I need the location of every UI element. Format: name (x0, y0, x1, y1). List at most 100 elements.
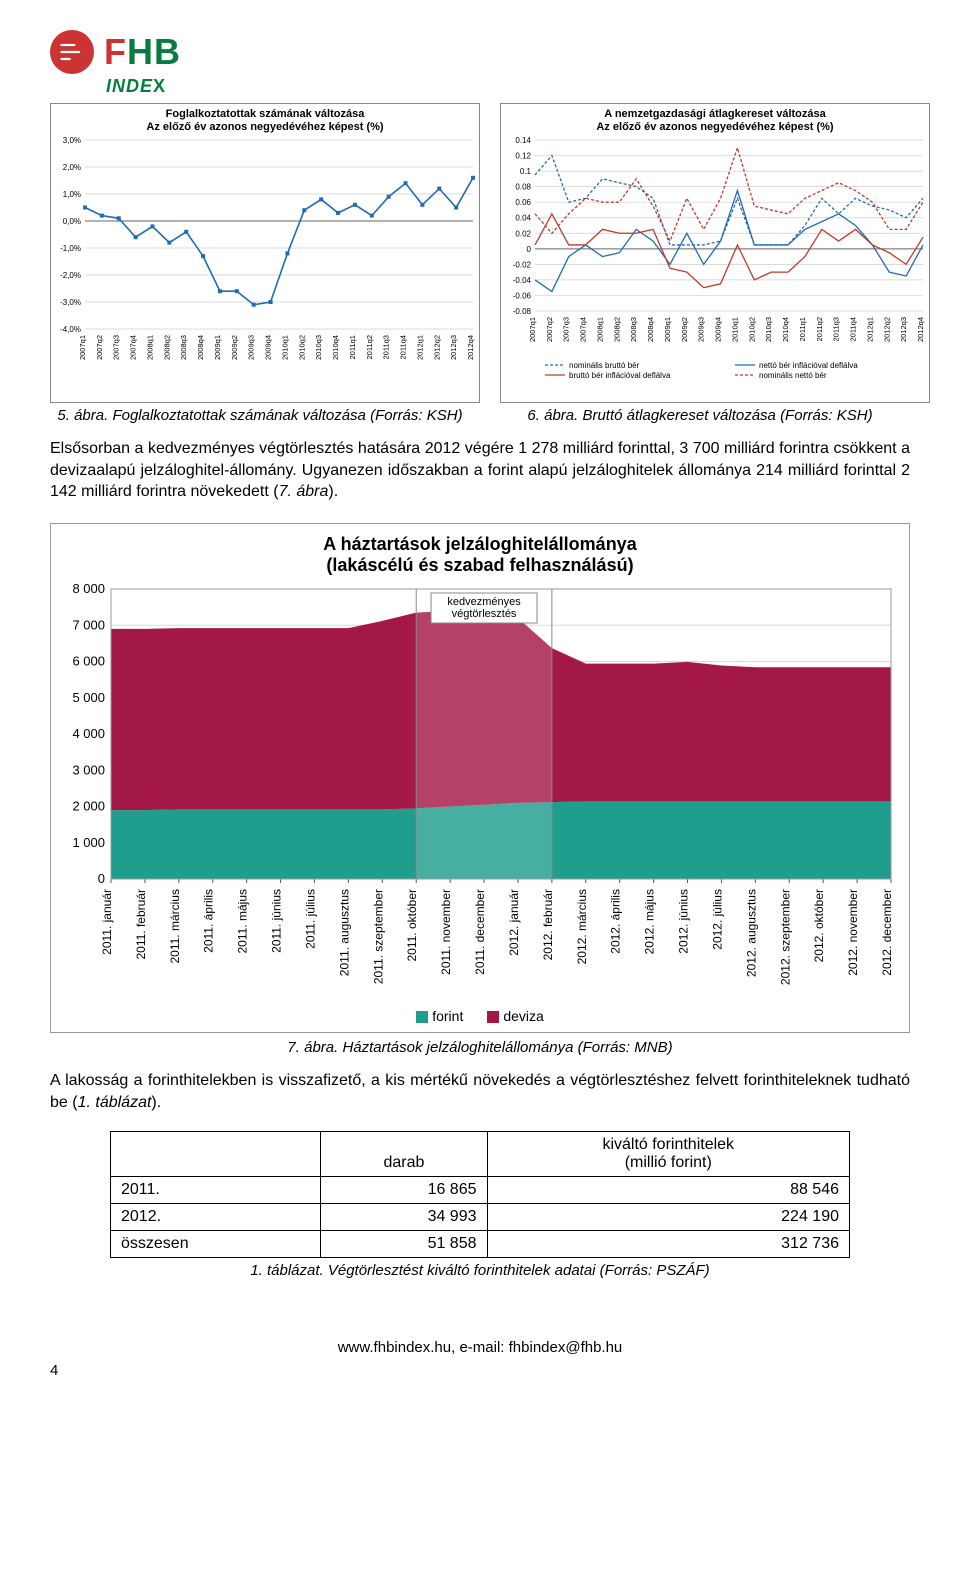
table-col-darab: darab (321, 1132, 487, 1177)
svg-text:2011. augusztus: 2011. augusztus (337, 889, 351, 976)
chart-wages: A nemzetgazdasági átlagkereset változása… (500, 103, 930, 403)
svg-text:2012. július: 2012. július (710, 889, 724, 950)
svg-text:1,0%: 1,0% (63, 190, 81, 199)
svg-text:-4,0%: -4,0% (60, 325, 81, 334)
svg-text:2011q4: 2011q4 (849, 317, 858, 341)
caption-chart-right: 6. ábra. Bruttó átlagkereset változása (… (490, 407, 910, 424)
logo-badge-icon (50, 30, 94, 74)
page-number: 4 (50, 1362, 910, 1379)
svg-text:2012q3: 2012q3 (449, 335, 458, 360)
logo-text: FHB (104, 31, 181, 73)
chart-employment: Foglalkoztatottak számának változása Az … (50, 103, 480, 403)
paragraph-2: A lakosság a forinthitelekben is visszaf… (50, 1070, 910, 1113)
svg-text:2008q4: 2008q4 (196, 335, 205, 360)
big-chart-title-l1: A háztartások jelzáloghitelállománya (323, 534, 636, 554)
chart-employment-title-l2: Az előző év azonos negyedévéhez képest (… (146, 121, 383, 133)
big-chart-title-l2: (lakáscélú és szabad felhasználású) (326, 555, 633, 575)
svg-text:kedvezményes: kedvezményes (447, 596, 521, 608)
svg-text:nominális nettó bér: nominális nettó bér (759, 371, 827, 380)
table-col-blank (111, 1132, 321, 1177)
svg-text:2011q4: 2011q4 (399, 335, 408, 359)
svg-text:2011q2: 2011q2 (365, 335, 374, 359)
svg-text:0.1: 0.1 (520, 167, 532, 176)
svg-text:2008q2: 2008q2 (612, 317, 621, 342)
svg-text:0.04: 0.04 (515, 214, 531, 223)
svg-text:2010q1: 2010q1 (280, 335, 289, 360)
svg-text:4 000: 4 000 (72, 726, 105, 741)
svg-text:2008q3: 2008q3 (179, 335, 188, 360)
svg-text:2012. november: 2012. november (846, 889, 860, 976)
svg-text:2009q1: 2009q1 (663, 317, 672, 342)
svg-text:2011. november: 2011. november (439, 889, 453, 975)
svg-text:2008q2: 2008q2 (162, 335, 171, 360)
svg-text:2010q2: 2010q2 (747, 317, 756, 342)
svg-text:2010q3: 2010q3 (314, 335, 323, 360)
svg-text:0.12: 0.12 (515, 152, 531, 161)
svg-text:0.14: 0.14 (515, 136, 531, 145)
svg-text:2007q4: 2007q4 (579, 317, 588, 342)
svg-text:2011. december: 2011. december (473, 889, 487, 975)
svg-text:2010q3: 2010q3 (764, 317, 773, 342)
svg-text:0: 0 (98, 871, 105, 886)
svg-text:-2,0%: -2,0% (60, 271, 81, 280)
svg-text:2,0%: 2,0% (63, 163, 81, 172)
svg-text:2007q1: 2007q1 (528, 317, 537, 342)
caption-chart-left: 5. ábra. Foglalkoztatottak számának vált… (50, 407, 470, 424)
svg-text:2010q1: 2010q1 (730, 317, 739, 342)
svg-text:0.08: 0.08 (515, 183, 531, 192)
svg-text:-0.02: -0.02 (513, 261, 532, 270)
svg-text:2011. március: 2011. március (168, 889, 182, 963)
svg-text:2012q3: 2012q3 (899, 317, 908, 342)
svg-text:2008q3: 2008q3 (629, 317, 638, 342)
table-row: 2012.34 993224 190 (111, 1204, 850, 1231)
svg-text:2011. október: 2011. október (405, 889, 419, 962)
svg-text:2012. október: 2012. október (812, 889, 826, 962)
svg-text:2009q2: 2009q2 (230, 335, 239, 360)
svg-text:2011. január: 2011. január (100, 889, 114, 955)
svg-text:2009q4: 2009q4 (264, 335, 273, 360)
table-caption: 1. táblázat. Végtörlesztést kiváltó fori… (50, 1262, 910, 1279)
svg-text:2009q1: 2009q1 (213, 335, 222, 360)
svg-text:2009q3: 2009q3 (697, 317, 706, 342)
svg-text:7 000: 7 000 (72, 617, 105, 632)
svg-text:2012. június: 2012. június (677, 889, 691, 954)
svg-text:0,0%: 0,0% (63, 217, 81, 226)
svg-text:2008q4: 2008q4 (646, 317, 655, 342)
table-col-kivalto: kiváltó forinthitelek(millió forint) (487, 1132, 850, 1177)
svg-text:2012q2: 2012q2 (882, 317, 891, 342)
footer-contact: www.fhbindex.hu, e-mail: fhbindex@fhb.hu (50, 1339, 910, 1356)
svg-text:-1,0%: -1,0% (60, 244, 81, 253)
svg-text:-0.08: -0.08 (513, 307, 532, 316)
svg-text:0: 0 (527, 245, 532, 254)
svg-text:2011. július: 2011. július (303, 889, 317, 949)
svg-text:2012q4: 2012q4 (466, 335, 475, 360)
svg-text:5 000: 5 000 (72, 690, 105, 705)
table-row: összesen51 858312 736 (111, 1231, 850, 1258)
svg-text:2007q3: 2007q3 (562, 317, 571, 342)
paragraph-1: Elsősorban a kedvezményes végtörlesztés … (50, 438, 910, 503)
svg-text:2011q1: 2011q1 (348, 335, 357, 359)
svg-text:2009q3: 2009q3 (247, 335, 256, 360)
svg-text:2008q1: 2008q1 (145, 335, 154, 360)
svg-text:2010q4: 2010q4 (781, 317, 790, 342)
svg-text:2011q3: 2011q3 (832, 317, 841, 341)
svg-text:2011. szeptember: 2011. szeptember (371, 889, 385, 984)
svg-text:2012q1: 2012q1 (415, 335, 424, 360)
chart-employment-title-l1: Foglalkoztatottak számának változása (166, 108, 365, 120)
svg-text:-3,0%: -3,0% (60, 298, 81, 307)
svg-text:nominális bruttó bér: nominális bruttó bér (569, 361, 640, 370)
svg-text:2010q2: 2010q2 (297, 335, 306, 360)
svg-text:2011q2: 2011q2 (815, 317, 824, 341)
svg-text:2011. április: 2011. április (202, 889, 216, 953)
svg-text:0.02: 0.02 (515, 230, 531, 239)
svg-text:2 000: 2 000 (72, 798, 105, 813)
svg-text:2012. december: 2012. december (880, 889, 894, 976)
svg-text:2012. február: 2012. február (541, 889, 555, 960)
svg-text:nettó bér inflációval deflálva: nettó bér inflációval deflálva (759, 361, 858, 370)
svg-text:2011. június: 2011. június (270, 889, 284, 953)
svg-text:2011. május: 2011. május (236, 889, 250, 953)
svg-text:2012. március: 2012. március (575, 889, 589, 964)
fhb-logo: FHB (50, 30, 910, 74)
svg-text:3 000: 3 000 (72, 762, 105, 777)
chart-mortgage-stock: A háztartások jelzáloghitelállománya (la… (50, 523, 910, 1033)
